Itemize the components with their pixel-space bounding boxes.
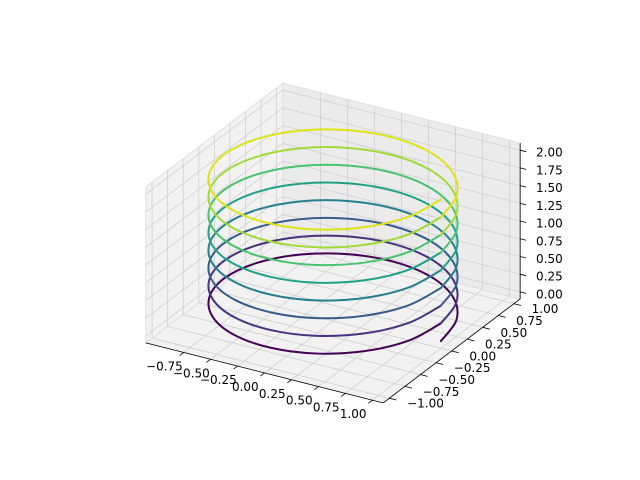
tick-mark: [368, 399, 373, 404]
tick-mark: [451, 350, 459, 354]
y-tick-label: 0.50: [501, 326, 528, 340]
tick-mark: [314, 386, 319, 390]
x-tick-label: −0.50: [173, 366, 210, 380]
tick-mark: [498, 315, 506, 318]
tick-mark: [482, 326, 490, 330]
helix-segment: [207, 199, 459, 302]
z-tick-label: 1.50: [536, 181, 563, 195]
z-tick-label: 1.25: [536, 199, 563, 213]
grid-line: [198, 302, 437, 364]
tick-mark: [389, 397, 397, 401]
x-tick-label: −0.75: [146, 359, 183, 373]
x-tick-label: 0.00: [232, 380, 259, 394]
x-tick-label: −0.25: [200, 373, 237, 387]
tick-mark: [520, 167, 527, 170]
y-tick-label: −0.25: [454, 361, 491, 375]
helix-segment: [207, 234, 459, 337]
tick-mark: [520, 291, 527, 294]
grid-line: [260, 255, 499, 316]
tick-mark: [520, 149, 527, 153]
tick-mark: [404, 385, 413, 389]
grid-line: [145, 89, 284, 195]
z-tick-label: 2.00: [536, 146, 563, 160]
z-tick-label: 0.50: [536, 252, 563, 266]
z-tick-label: 0.00: [536, 287, 563, 301]
x-tick-label: 0.75: [313, 400, 340, 414]
axis-line: [145, 342, 384, 404]
x-tick-label: 0.25: [259, 387, 286, 401]
grid-line: [282, 178, 521, 240]
z-tick-label: 1.00: [536, 217, 563, 231]
grid-line: [282, 107, 521, 169]
tick-mark: [520, 202, 527, 206]
z-tick-label: 0.25: [536, 270, 563, 284]
tick-mark: [179, 352, 184, 356]
y-tick-label: 0.75: [516, 314, 543, 328]
grid-line: [145, 125, 284, 230]
y-tick-label: −0.75: [423, 385, 460, 399]
y-tick-label: −0.50: [438, 373, 475, 387]
helix-segment: [207, 216, 459, 320]
z-tick-label: 0.75: [536, 234, 563, 248]
tick-mark: [287, 379, 292, 384]
helix-segment: [207, 146, 459, 249]
grid-line: [151, 337, 390, 399]
helix-segment: [207, 128, 459, 231]
x-tick-label: 1.00: [340, 407, 367, 421]
tick-mark: [520, 185, 527, 188]
grid-line: [282, 196, 521, 257]
tick-mark: [520, 238, 527, 241]
tick-mark: [233, 365, 238, 370]
y-tick-label: 0.25: [485, 338, 512, 352]
grid-line: [282, 125, 521, 187]
tick-mark: [520, 256, 527, 259]
y-tick-label: 1.00: [532, 302, 559, 316]
tick-mark: [520, 220, 527, 223]
y-tick-label: 0.00: [469, 349, 496, 363]
grid-line: [145, 107, 284, 213]
tick-mark: [206, 358, 211, 363]
grid-line: [229, 278, 468, 340]
y-tick-label: −1.00: [407, 397, 444, 411]
tick-mark: [341, 393, 346, 397]
tick-mark: [513, 303, 522, 306]
tick-mark: [520, 273, 527, 277]
axis-line: [382, 298, 521, 404]
grid-line: [214, 290, 452, 352]
helix-segment: [207, 181, 459, 284]
grid-line: [167, 325, 406, 387]
tick-mark: [260, 372, 265, 377]
tick-mark: [435, 362, 444, 365]
grid-line: [282, 89, 521, 151]
grid-line: [282, 160, 521, 222]
grid-line: [282, 213, 521, 275]
helix-segment: [207, 252, 459, 355]
x-tick-label: 0.50: [286, 394, 313, 408]
grid-line: [282, 142, 521, 204]
helix-segment: [207, 163, 459, 267]
tick-mark: [467, 338, 475, 342]
grid-line: [183, 314, 421, 375]
z-tick-label: 1.75: [536, 163, 563, 177]
grid-line: [282, 231, 521, 293]
tick-mark: [420, 374, 428, 377]
